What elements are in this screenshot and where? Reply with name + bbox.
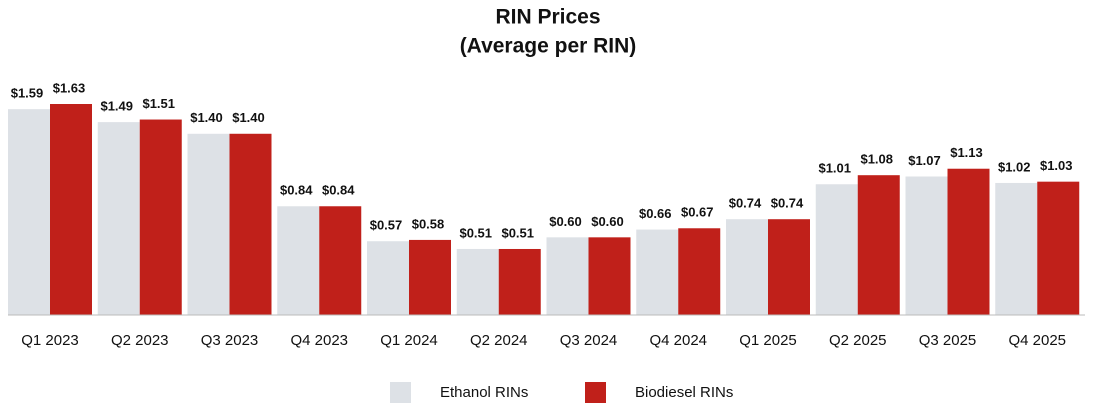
bar: [409, 239, 451, 315]
legend-swatch: [585, 382, 606, 403]
bar: [678, 228, 721, 315]
legend-label: Ethanol RINs: [440, 384, 528, 401]
x-tick-label: Q3 2024: [560, 332, 618, 349]
x-tick-label: Q4 2023: [290, 332, 348, 349]
value-label: $0.67: [681, 205, 714, 220]
x-tick-label: Q1 2023: [21, 332, 79, 349]
value-label: $1.02: [998, 159, 1031, 174]
x-tick-label: Q2 2025: [829, 332, 887, 349]
bar: [229, 133, 272, 315]
value-label: $0.74: [771, 196, 804, 211]
bar: [367, 241, 409, 315]
value-label: $1.63: [53, 80, 86, 95]
value-label: $0.84: [322, 183, 355, 198]
legend-swatch: [390, 382, 411, 403]
chart-subtitle: (Average per RIN): [460, 35, 637, 58]
chart-title: RIN Prices: [495, 6, 600, 29]
bar: [1037, 181, 1080, 315]
bar: [995, 182, 1038, 315]
bar: [456, 248, 499, 315]
value-label: $0.51: [501, 225, 534, 240]
bar: [726, 219, 768, 315]
bar: [498, 248, 541, 315]
value-label: $1.40: [232, 110, 265, 125]
value-label: $0.60: [591, 214, 624, 229]
value-label: $1.01: [818, 161, 851, 176]
bar: [815, 184, 858, 315]
x-tick-label: Q1 2025: [739, 332, 797, 349]
bar: [50, 104, 92, 315]
bar: [588, 237, 631, 315]
value-label: $1.51: [142, 96, 175, 111]
value-label: $1.59: [11, 86, 44, 101]
x-tick-label: Q1 2024: [380, 332, 438, 349]
x-tick-label: Q2 2023: [111, 332, 169, 349]
value-label: $0.74: [729, 196, 762, 211]
bar: [139, 119, 182, 315]
value-label: $0.58: [412, 216, 445, 231]
bar: [8, 109, 50, 315]
bar: [636, 229, 679, 315]
bar: [857, 175, 900, 315]
value-label: $1.07: [908, 153, 941, 168]
bar: [97, 122, 140, 315]
x-tick-label: Q3 2025: [919, 332, 977, 349]
bar: [546, 237, 589, 315]
x-tick-label: Q4 2024: [649, 332, 707, 349]
bar: [277, 206, 320, 315]
value-label: $1.08: [860, 152, 893, 167]
bar: [187, 133, 230, 315]
value-label: $0.51: [459, 225, 492, 240]
value-label: $0.60: [549, 214, 582, 229]
value-label: $0.84: [280, 183, 313, 198]
legend-label: Biodiesel RINs: [635, 384, 733, 401]
value-label: $1.40: [190, 110, 223, 125]
x-tick-label: Q4 2025: [1008, 332, 1066, 349]
value-label: $1.13: [950, 145, 983, 160]
bar: [768, 219, 810, 315]
x-tick-label: Q3 2023: [201, 332, 259, 349]
bar: [947, 168, 990, 315]
bar: [905, 176, 948, 315]
value-label: $1.49: [100, 99, 133, 114]
value-label: $0.57: [370, 218, 403, 233]
x-tick-label: Q2 2024: [470, 332, 528, 349]
value-label: $1.03: [1040, 158, 1073, 173]
value-label: $0.66: [639, 206, 672, 221]
bar: [319, 206, 362, 315]
